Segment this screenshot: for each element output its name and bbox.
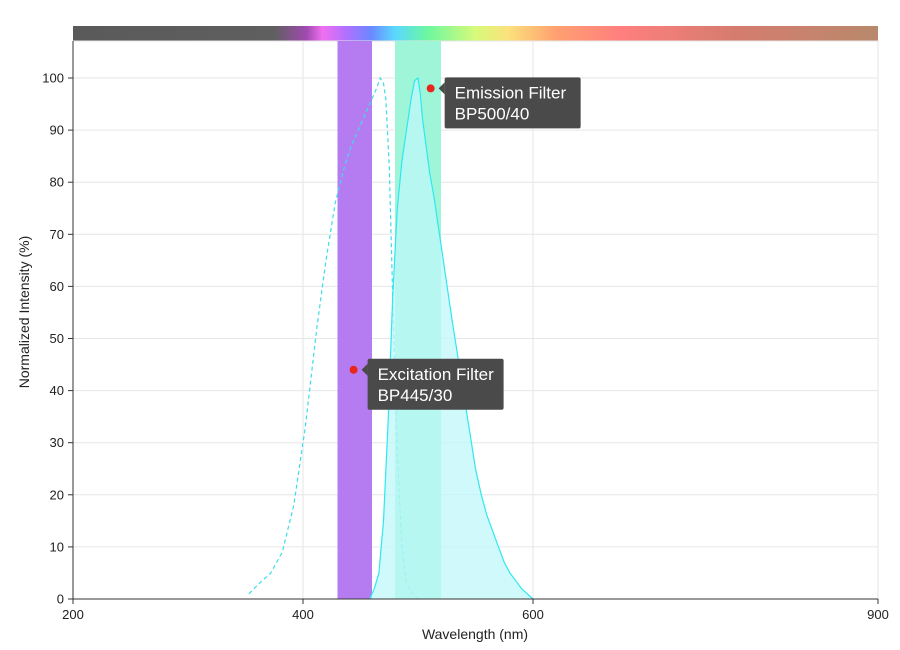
- y-tick-label: 30: [50, 435, 64, 450]
- annotation-marker: [426, 84, 435, 93]
- y-tick-label: 40: [50, 383, 64, 398]
- annotation-sublabel: BP500/40: [455, 104, 530, 123]
- annotation-box: [444, 77, 581, 129]
- spectrum-bar: [73, 26, 878, 41]
- x-axis-title: Wavelength (nm): [422, 626, 528, 642]
- x-tick-label: 600: [522, 607, 544, 622]
- annotation-marker: [349, 365, 358, 374]
- annotation-label: Emission Filter: [455, 83, 567, 102]
- axes: 0 10 20 30 40 50 60 70 80 90 100 200 400 600 900: [42, 41, 889, 622]
- y-tick-label: 60: [50, 279, 64, 294]
- y-tick-label: 100: [42, 71, 64, 86]
- y-tick-label: 90: [50, 123, 64, 138]
- y-tick-label: 70: [50, 227, 64, 242]
- x-tick-label: 900: [867, 607, 889, 622]
- annotation-label: Excitation Filter: [378, 365, 495, 384]
- spectra-series: [248, 76, 534, 600]
- emission-line: [369, 76, 534, 600]
- grid: [72, 40, 879, 600]
- excitation-filter-annotation: Excitation Filter BP445/30: [349, 358, 504, 410]
- annotation-box: [367, 358, 504, 410]
- annotation-pointer: [438, 82, 445, 95]
- emission-filter-annotation: Emission Filter BP500/40: [426, 77, 581, 129]
- emission-area: [369, 78, 533, 599]
- y-tick-label: 50: [50, 331, 64, 346]
- annotation-sublabel: BP445/30: [378, 386, 453, 405]
- y-axis-title: Normalized Intensity (%): [16, 236, 32, 389]
- y-tick-label: 10: [50, 539, 64, 554]
- y-tick-label: 0: [57, 592, 64, 607]
- filter-annotations: Emission Filter BP500/40 Excitation Filter…: [349, 77, 581, 410]
- x-tick-label: 400: [292, 607, 314, 622]
- annotation-pointer: [361, 363, 368, 376]
- y-tick-label: 20: [50, 487, 64, 502]
- y-tick-label: 80: [50, 175, 64, 190]
- x-tick-label: 200: [62, 607, 84, 622]
- excitation-filter-band: [337, 41, 372, 599]
